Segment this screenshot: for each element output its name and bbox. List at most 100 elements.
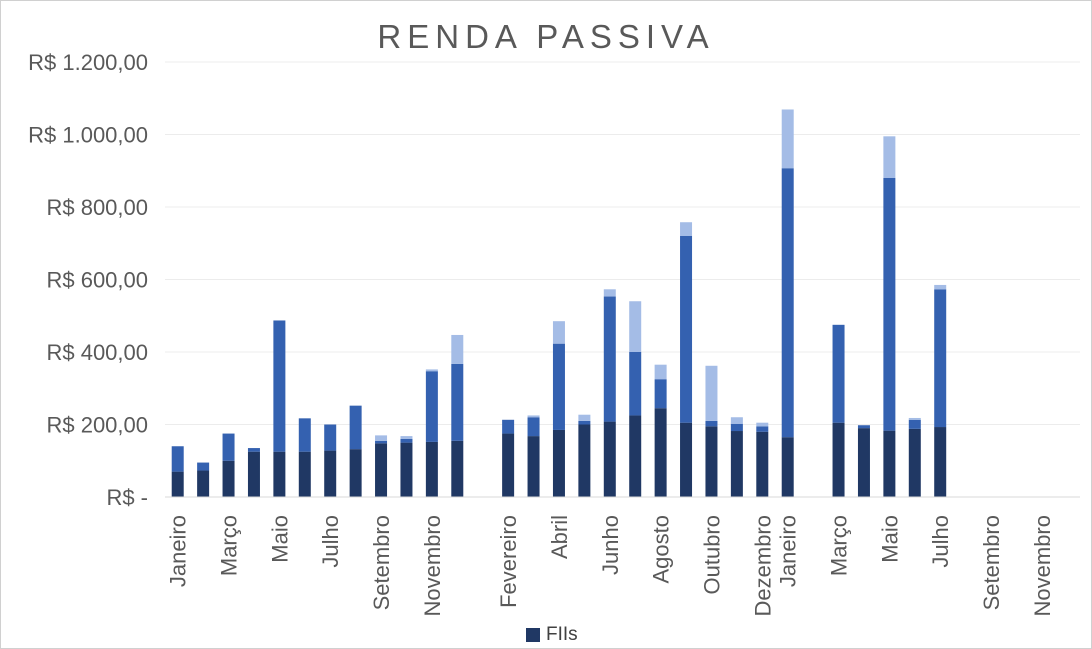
- legend-label: FIIs: [546, 624, 578, 645]
- bar-segment-series-0: [832, 422, 845, 497]
- bar-segment-series-0: [908, 428, 921, 497]
- legend: FIIs: [526, 624, 578, 646]
- bar-segment-series-1: [578, 420, 591, 425]
- x-tick-label: Maio: [877, 515, 902, 563]
- bar-segment-series-1: [171, 446, 184, 472]
- bar-segment-series-0: [705, 426, 718, 497]
- bar-segment-series-2: [934, 284, 947, 290]
- x-tick-label: Março: [827, 515, 852, 576]
- bar-segment-series-0: [654, 408, 667, 497]
- bar-segment-series-1: [705, 420, 718, 427]
- bar-segment-series-0: [171, 471, 184, 497]
- bar-segment-series-1: [273, 320, 286, 452]
- bar-segment-series-2: [425, 369, 438, 372]
- bar-segment-series-0: [883, 430, 896, 497]
- y-tick-label: R$ 1.000,00: [28, 123, 148, 148]
- bar-segment-series-2: [680, 222, 693, 236]
- y-tick-label: R$ 400,00: [46, 340, 148, 365]
- x-tick-label: Julho: [928, 515, 953, 568]
- x-tick-label: Dezembro: [750, 515, 775, 616]
- bar-segment-series-2: [908, 417, 921, 420]
- x-tick-label: Janeiro: [166, 515, 191, 587]
- bar-segment-series-0: [247, 451, 260, 497]
- y-tick-label: R$ -: [106, 485, 148, 510]
- bar-segment-series-0: [756, 431, 769, 497]
- bar-segment-series-0: [502, 433, 515, 497]
- bar-segment-series-0: [857, 428, 870, 497]
- x-tick-label: Outubro: [699, 515, 724, 595]
- bar-segment-series-1: [908, 419, 921, 429]
- x-tick-label: Setembro: [979, 515, 1004, 610]
- bar-segment-series-0: [425, 441, 438, 497]
- legend-swatch: [526, 628, 540, 642]
- bar-segment-series-0: [578, 424, 591, 497]
- bar-segment-series-0: [197, 470, 210, 497]
- x-tick-label: Novembro: [1030, 515, 1055, 616]
- bar-segment-series-0: [273, 451, 286, 497]
- x-tick-label: Fevereiro: [496, 515, 521, 608]
- bar-segment-series-0: [603, 421, 616, 497]
- bar-segment-series-2: [883, 136, 896, 178]
- bar-segment-series-1: [197, 462, 210, 471]
- x-tick-label: Março: [217, 515, 242, 576]
- y-tick-label: R$ 1.200,00: [28, 50, 148, 75]
- bar-segment-series-0: [222, 460, 235, 497]
- bar-segment-series-1: [222, 433, 235, 461]
- bar-segment-series-1: [349, 405, 362, 450]
- bar-segment-series-1: [629, 352, 642, 416]
- bar-segment-series-0: [730, 431, 743, 497]
- bar-segment-series-2: [375, 435, 388, 441]
- x-tick-label: Novembro: [420, 515, 445, 616]
- bar-segment-series-0: [451, 440, 464, 497]
- bar-segment-series-2: [603, 289, 616, 297]
- bar-segment-series-0: [781, 437, 794, 497]
- bar-segment-series-1: [324, 424, 337, 451]
- bar-segment-series-1: [934, 289, 947, 428]
- bar-segment-series-1: [857, 425, 870, 429]
- bar-segment-series-0: [375, 443, 388, 497]
- bar-segment-series-2: [451, 334, 464, 364]
- bar-segment-series-1: [375, 440, 388, 444]
- bar-segment-series-1: [730, 423, 743, 432]
- bar-segment-series-1: [883, 178, 896, 431]
- bar-segment-series-2: [781, 109, 794, 169]
- bar-segment-series-2: [756, 422, 769, 427]
- chart-title: RENDA PASSIVA: [377, 18, 715, 55]
- bar-segment-series-0: [324, 450, 337, 497]
- bar-segment-series-0: [629, 415, 642, 497]
- bar-segment-series-1: [603, 296, 616, 422]
- bar-segment-series-1: [527, 417, 540, 437]
- x-tick-label: Abril: [547, 515, 572, 559]
- bar-segment-series-2: [400, 436, 413, 439]
- y-tick-label: R$ 600,00: [46, 268, 148, 293]
- bar-segment-series-1: [832, 324, 845, 423]
- bar-segment-series-1: [247, 448, 260, 452]
- bar-segment-series-0: [934, 427, 947, 497]
- bar-segment-series-0: [527, 436, 540, 497]
- bar-segment-series-2: [629, 301, 642, 352]
- bar-segment-series-2: [705, 365, 718, 421]
- x-tick-label: Agosto: [649, 515, 674, 584]
- bar-segment-series-1: [781, 168, 794, 438]
- bar-segment-series-2: [552, 321, 565, 344]
- x-tick-label: Setembro: [369, 515, 394, 610]
- bar-segment-series-0: [298, 451, 311, 497]
- bar-segment-series-0: [400, 442, 413, 497]
- bar-segment-series-0: [680, 422, 693, 497]
- bar-segment-series-1: [654, 379, 667, 409]
- x-tick-label: Junho: [598, 515, 623, 575]
- bar-segment-series-1: [502, 419, 515, 434]
- bar-segment-series-2: [730, 417, 743, 424]
- y-tick-label: R$ 200,00: [46, 413, 148, 438]
- bar-segment-series-1: [451, 363, 464, 441]
- x-tick-label: Julho: [318, 515, 343, 568]
- bar-segment-series-2: [527, 415, 540, 418]
- bar-segment-series-1: [756, 426, 769, 432]
- bar-segment-series-0: [349, 449, 362, 497]
- x-tick-label: Janeiro: [776, 515, 801, 587]
- y-tick-label: R$ 800,00: [46, 195, 148, 220]
- bar-segment-series-2: [654, 364, 667, 380]
- bar-segment-series-1: [298, 418, 311, 452]
